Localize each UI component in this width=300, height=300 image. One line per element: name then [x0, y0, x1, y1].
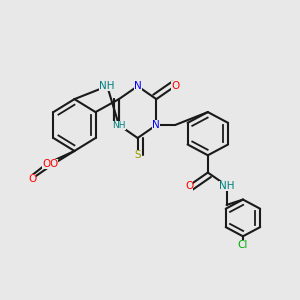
Text: Cl: Cl [238, 240, 248, 250]
Text: O: O [42, 159, 50, 169]
Text: O: O [171, 81, 179, 91]
Text: O: O [185, 181, 193, 190]
Text: N: N [134, 81, 142, 91]
Text: N: N [152, 120, 160, 130]
Text: O: O [49, 159, 58, 169]
Text: NH: NH [100, 81, 115, 91]
Text: S: S [134, 150, 141, 160]
Text: NH: NH [112, 121, 126, 130]
Text: O: O [28, 174, 37, 184]
Text: NH: NH [219, 181, 234, 190]
